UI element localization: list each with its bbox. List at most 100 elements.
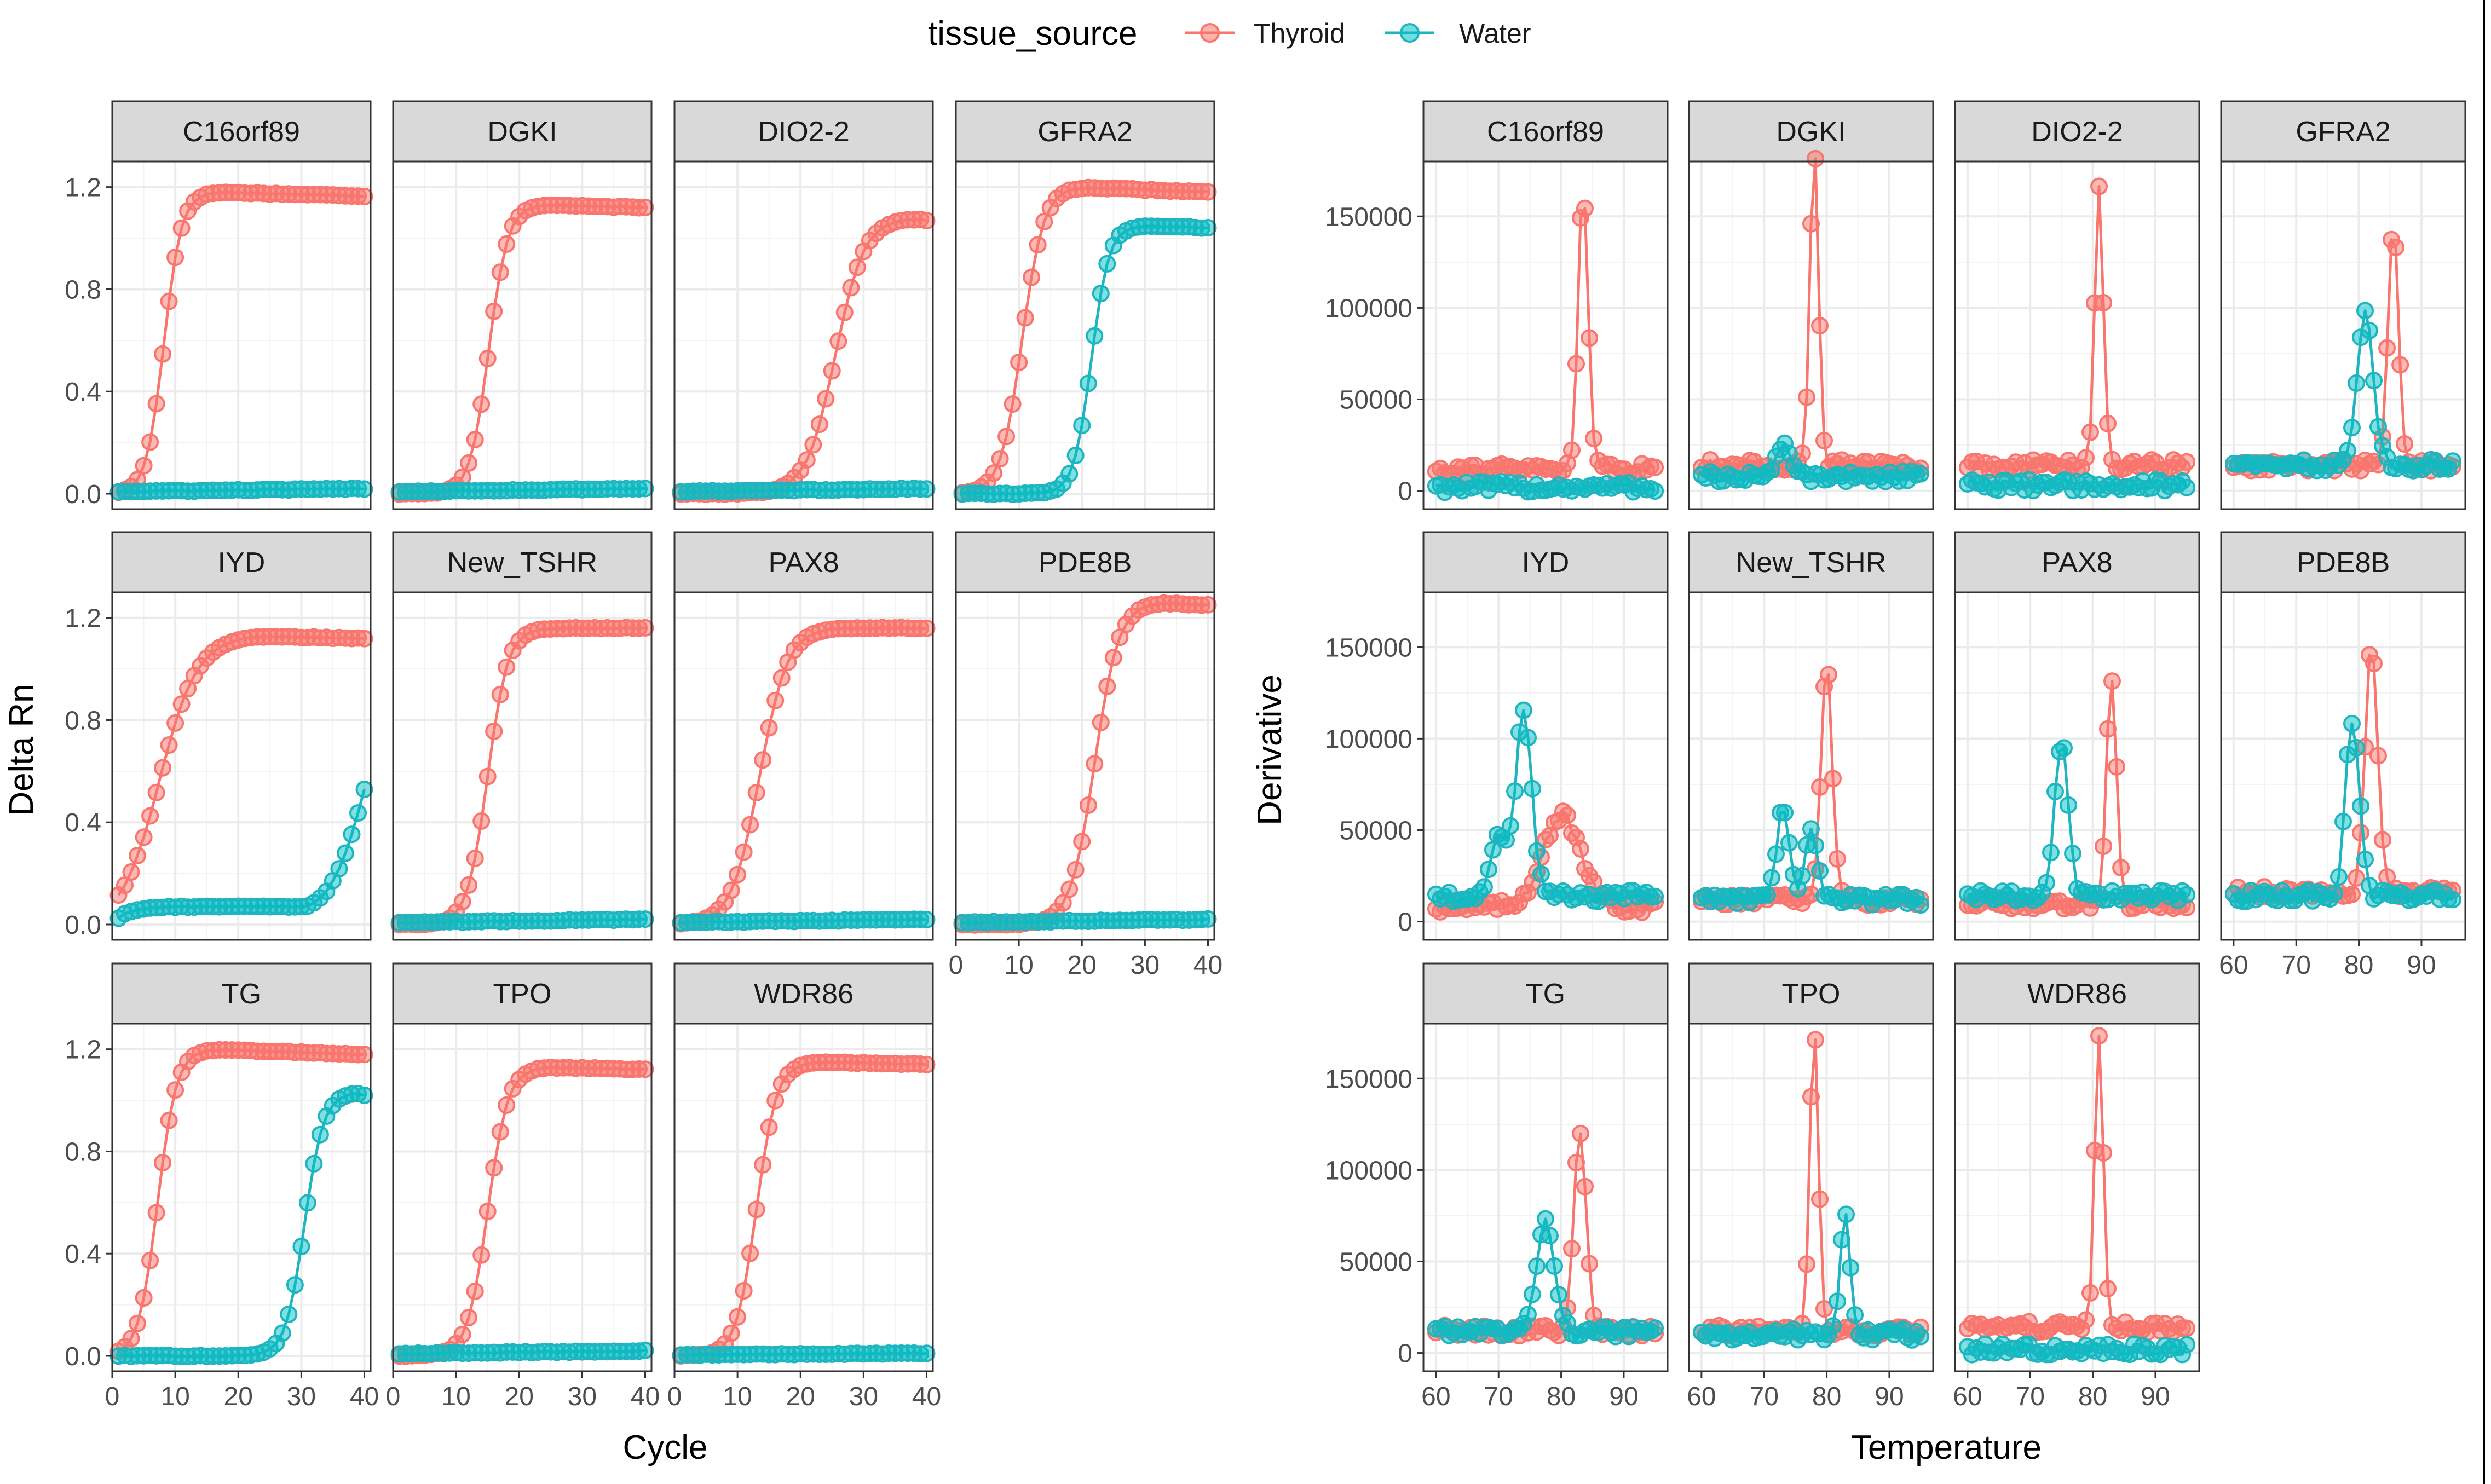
facet-panel bbox=[112, 161, 371, 509]
data-point-thyroid bbox=[1567, 1154, 1585, 1171]
x-tick-label: 10 bbox=[160, 1382, 189, 1411]
data-point-water bbox=[2178, 1336, 2196, 1354]
data-point-thyroid bbox=[2369, 747, 2387, 765]
data-point-thyroid bbox=[166, 714, 184, 732]
y-tick-label: 0 bbox=[1398, 1339, 1412, 1368]
series-water bbox=[109, 480, 373, 501]
y-tick-label: 0.8 bbox=[65, 706, 101, 735]
data-point-water bbox=[2178, 478, 2196, 496]
data-point-thyroid bbox=[985, 464, 1003, 482]
data-point-thyroid bbox=[1581, 1255, 1599, 1273]
y-tick-label: 50000 bbox=[1340, 385, 1412, 414]
data-point-water bbox=[1079, 374, 1097, 392]
data-point-thyroid bbox=[1199, 596, 1217, 614]
series-water bbox=[1692, 434, 1930, 490]
data-point-thyroid bbox=[810, 415, 828, 434]
data-point-thyroid bbox=[1802, 215, 1820, 233]
legend: tissue_source Thyroid Water bbox=[928, 15, 1531, 53]
facet-panel bbox=[112, 1024, 371, 1371]
data-point-thyroid bbox=[1824, 770, 1842, 788]
data-point-water bbox=[1802, 820, 1820, 838]
data-point-thyroid bbox=[1010, 354, 1028, 371]
facet-wdr86-amplification-curves: WDR86 0 10 20 30 40 bbox=[667, 962, 941, 1411]
data-point-thyroid bbox=[1646, 458, 1664, 476]
data-point-thyroid bbox=[918, 1055, 936, 1073]
facet-panel-border bbox=[111, 1023, 372, 1372]
amplification-curves-x-axis-title: Cycle bbox=[622, 1429, 707, 1466]
data-point-water bbox=[1519, 1306, 1537, 1324]
data-point-thyroid bbox=[636, 1060, 654, 1078]
series-water bbox=[1427, 473, 1664, 501]
data-point-water bbox=[1497, 831, 1515, 849]
data-point-thyroid bbox=[2112, 859, 2130, 877]
data-point-thyroid bbox=[2352, 824, 2369, 842]
facet-panel bbox=[1423, 1024, 1668, 1371]
y-tick-label: 0.0 bbox=[65, 480, 101, 509]
facet-panel-border bbox=[1688, 591, 1934, 941]
data-point-water bbox=[2339, 442, 2356, 460]
y-tick-label: 0.4 bbox=[65, 1240, 101, 1269]
data-point-thyroid bbox=[1798, 388, 1815, 406]
y-tick-label: 1.2 bbox=[65, 174, 101, 203]
data-point-thyroid bbox=[172, 219, 191, 237]
data-point-thyroid bbox=[135, 828, 153, 846]
x-tick-label: 20 bbox=[786, 1382, 815, 1411]
data-point-water bbox=[2334, 812, 2352, 830]
series-water bbox=[672, 480, 936, 501]
data-point-water bbox=[1092, 285, 1110, 303]
y-tick-label: 150000 bbox=[1325, 633, 1412, 662]
data-point-thyroid bbox=[485, 722, 503, 740]
series-water bbox=[953, 217, 1217, 503]
data-point-thyroid bbox=[1815, 431, 1833, 449]
facet-strip bbox=[111, 100, 372, 163]
legend-key-water bbox=[1385, 23, 1434, 43]
data-point-thyroid bbox=[154, 759, 172, 777]
series-water bbox=[1958, 1335, 2196, 1364]
facet-strip bbox=[111, 531, 372, 593]
data-point-thyroid bbox=[1815, 1300, 1833, 1318]
x-tick-label: 60 bbox=[1687, 1382, 1716, 1411]
data-point-water bbox=[280, 1306, 298, 1323]
data-point-thyroid bbox=[817, 390, 835, 408]
data-point-water bbox=[2178, 886, 2196, 904]
data-point-thyroid bbox=[722, 881, 740, 899]
data-point-thyroid bbox=[722, 1324, 740, 1342]
data-point-water bbox=[1098, 255, 1116, 273]
data-point-thyroid bbox=[1563, 441, 1581, 459]
x-tick-label: 80 bbox=[1547, 1382, 1576, 1411]
data-point-thyroid bbox=[991, 450, 1009, 468]
facet-strip-label: IYD bbox=[218, 547, 266, 579]
facet-wdr86-melt-curves: WDR86 60 70 80 90 bbox=[1953, 962, 2200, 1411]
data-point-water bbox=[2060, 796, 2077, 814]
data-point-thyroid bbox=[997, 428, 1016, 446]
data-point-thyroid bbox=[1016, 309, 1034, 327]
data-point-thyroid bbox=[1023, 268, 1041, 286]
x-tick-label: 30 bbox=[287, 1382, 316, 1411]
data-point-thyroid bbox=[2077, 449, 2095, 467]
data-point-thyroid bbox=[848, 258, 866, 276]
data-point-water bbox=[2055, 739, 2073, 757]
data-point-water bbox=[1646, 482, 1664, 500]
data-point-water bbox=[2348, 738, 2365, 757]
data-point-thyroid bbox=[466, 850, 484, 868]
data-point-thyroid bbox=[154, 345, 172, 363]
facet-strip bbox=[673, 100, 934, 163]
facet-strip bbox=[111, 962, 372, 1025]
data-point-water bbox=[918, 1344, 936, 1362]
data-point-water bbox=[1506, 782, 1524, 800]
data-point-water bbox=[2042, 844, 2060, 862]
data-point-thyroid bbox=[478, 349, 497, 367]
data-point-thyroid bbox=[472, 812, 491, 830]
data-point-thyroid bbox=[147, 395, 165, 413]
data-point-water bbox=[355, 781, 373, 798]
melt-curve-chart: Temperature Derivative C16orf89 0 50000 10000… bbox=[1251, 100, 2466, 1466]
y-tick-label: 50000 bbox=[1340, 1248, 1412, 1277]
data-point-thyroid bbox=[147, 783, 165, 801]
facet-panel bbox=[1955, 1024, 2199, 1371]
x-tick-label: 80 bbox=[2344, 951, 2373, 980]
facet-strip bbox=[1422, 962, 1669, 1025]
data-point-thyroid bbox=[735, 1282, 753, 1300]
facet-panel-border bbox=[392, 1023, 653, 1372]
data-point-thyroid bbox=[754, 751, 772, 769]
data-point-water bbox=[2348, 374, 2365, 392]
